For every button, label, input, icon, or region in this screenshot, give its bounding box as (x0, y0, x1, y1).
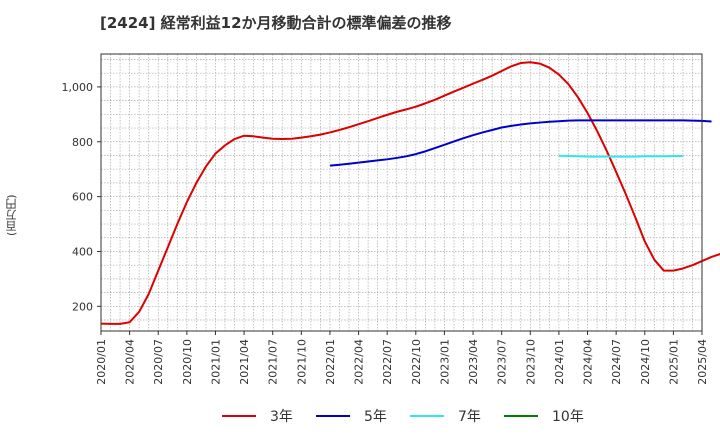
x-tick-label: 2020/07 (152, 339, 165, 385)
x-tick-label: 2020/10 (181, 339, 194, 385)
legend-item-7y: 7年 (410, 404, 481, 428)
legend-label-3y: 3年 (270, 409, 293, 425)
y-tick-label: 400 (72, 245, 93, 258)
x-axis-ticks: 2020/01 2020/04 2020/07 2020/10 2021/01 2021/… (95, 331, 709, 385)
x-tick-label: 2023/10 (524, 339, 537, 385)
x-tick-label: 2022/01 (324, 339, 337, 385)
x-tick-label: 2022/10 (410, 339, 423, 385)
x-tick-label: 2022/07 (381, 339, 394, 385)
plot-frame (100, 53, 703, 332)
series-lines (100, 61, 720, 325)
legend: 3年 5年 7年 10年 (0, 404, 720, 428)
legend-swatch-7y (410, 415, 444, 417)
x-tick-label: 2024/04 (582, 339, 595, 385)
series-line-5y (329, 119, 712, 167)
legend-swatch-3y (222, 415, 256, 417)
y-tick-label: 800 (72, 136, 93, 149)
series-line-3y (100, 61, 720, 325)
x-tick-label: 2024/07 (610, 339, 623, 385)
legend-label-7y: 7年 (458, 409, 481, 425)
legend-item-3y: 3年 (222, 404, 293, 428)
x-tick-label: 2025/01 (667, 339, 680, 385)
x-tick-label: 2021/04 (238, 339, 251, 385)
x-tick-label: 2023/04 (467, 339, 480, 385)
y-tick-label: 1,000 (62, 81, 94, 94)
x-tick-label: 2021/01 (209, 339, 222, 385)
x-tick-label: 2024/01 (553, 339, 566, 385)
y-tick-label: 600 (72, 191, 93, 204)
x-tick-label: 2023/01 (438, 339, 451, 385)
x-tick-label: 2025/04 (696, 339, 709, 385)
x-tick-label: 2021/10 (295, 339, 308, 385)
legend-label-10y: 10年 (552, 409, 584, 425)
legend-item-10y: 10年 (504, 404, 584, 428)
x-tick-label: 2020/01 (95, 339, 108, 385)
y-tick-label: 200 (72, 300, 93, 313)
chart-title: [2424] 経常利益12か月移動合計の標準偏差の推移 (100, 14, 452, 32)
grid-lines (101, 54, 702, 331)
series-line-7y (558, 154, 683, 158)
y-axis-ticks: 200 400 600 800 1,000 (62, 81, 101, 313)
legend-label-5y: 5年 (364, 409, 387, 425)
legend-swatch-10y (504, 415, 538, 417)
x-tick-label: 2020/04 (124, 339, 137, 385)
legend-item-5y: 5年 (316, 404, 387, 428)
y-axis-label: (百万円) (5, 194, 18, 236)
x-tick-label: 2021/07 (267, 339, 280, 385)
x-tick-label: 2024/10 (639, 339, 652, 385)
x-tick-label: 2023/07 (496, 339, 509, 385)
x-tick-label: 2022/04 (353, 339, 366, 385)
legend-swatch-5y (316, 415, 350, 417)
